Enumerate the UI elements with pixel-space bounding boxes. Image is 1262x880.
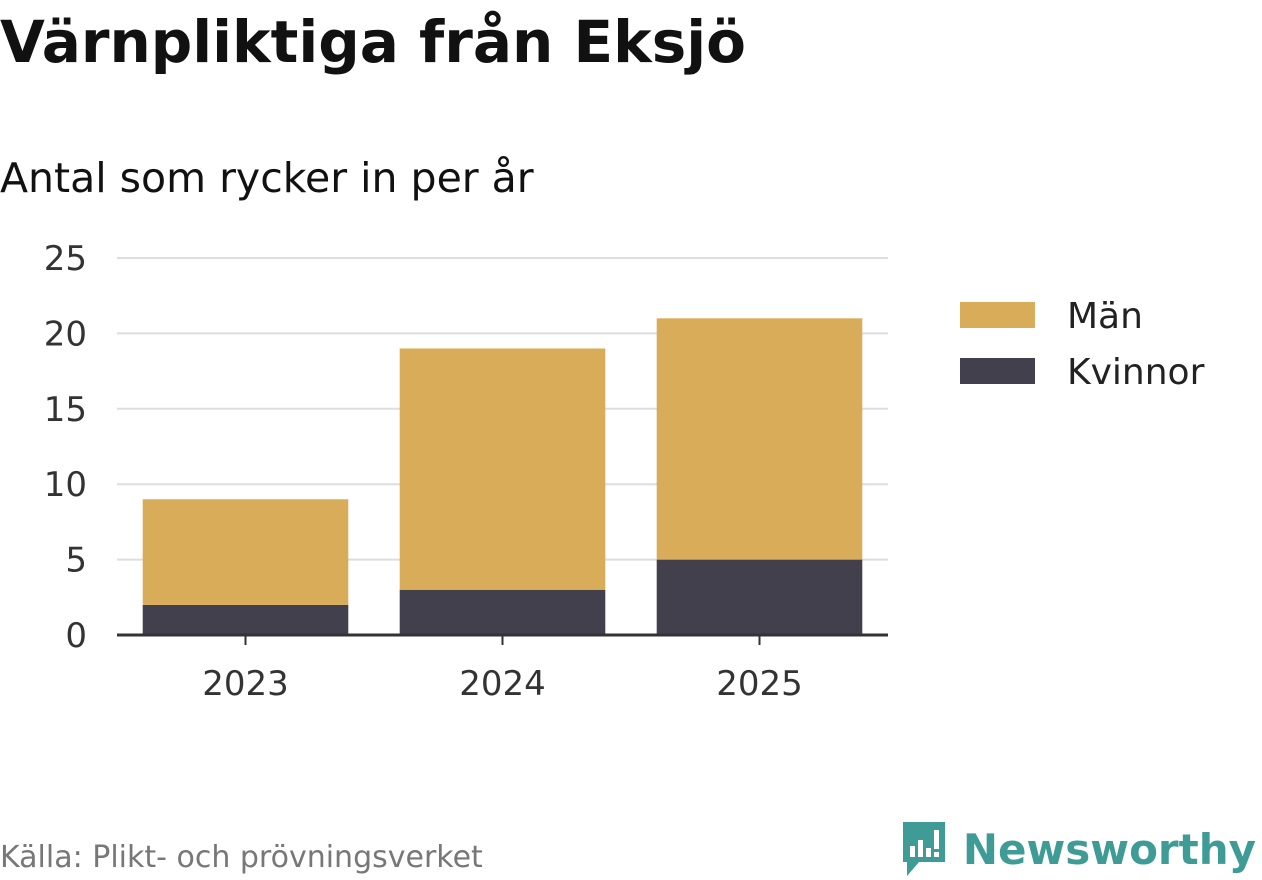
y-tick-label-5: 5 [65, 541, 87, 581]
y-tick-label-0: 0 [65, 616, 87, 656]
legend: Män Kvinnor [960, 296, 1205, 393]
bar-män-2024 [399, 348, 606, 590]
y-tick-label-25: 25 [44, 239, 87, 279]
brand-name: Newsworthy [962, 824, 1256, 874]
legend-label-män: Män [1067, 296, 1143, 337]
brand-logo: Newsworthy [899, 818, 1256, 880]
bar-kvinnor-2025 [656, 559, 863, 635]
newsworthy-logo-icon [902, 822, 945, 876]
legend-swatch-kvinnor [960, 358, 1035, 384]
legend-swatch-män [960, 302, 1035, 328]
bar-kvinnor-2024 [399, 589, 606, 635]
y-tick-label-20: 20 [44, 314, 87, 354]
y-tick-label-15: 15 [44, 390, 87, 430]
source-note: Källa: Plikt- och prövningsverket [0, 840, 483, 875]
chart-title: Värnpliktiga från Eksjö [0, 8, 746, 76]
bar-kvinnor-2023 [142, 604, 349, 635]
bar-män-2023 [142, 499, 349, 605]
bars [142, 318, 863, 635]
x-tick-label-2023: 2023 [202, 664, 289, 704]
legend-label-kvinnor: Kvinnor [1067, 352, 1205, 393]
x-tick-label-2024: 2024 [459, 664, 546, 704]
y-tick-label-10: 10 [44, 465, 87, 505]
bar-män-2025 [656, 318, 863, 560]
x-tick-label-2025: 2025 [716, 664, 803, 704]
chart-subtitle: Antal som rycker in per år [0, 154, 534, 202]
